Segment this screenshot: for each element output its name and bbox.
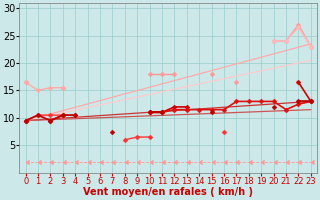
- X-axis label: Vent moyen/en rafales ( km/h ): Vent moyen/en rafales ( km/h ): [83, 187, 253, 197]
